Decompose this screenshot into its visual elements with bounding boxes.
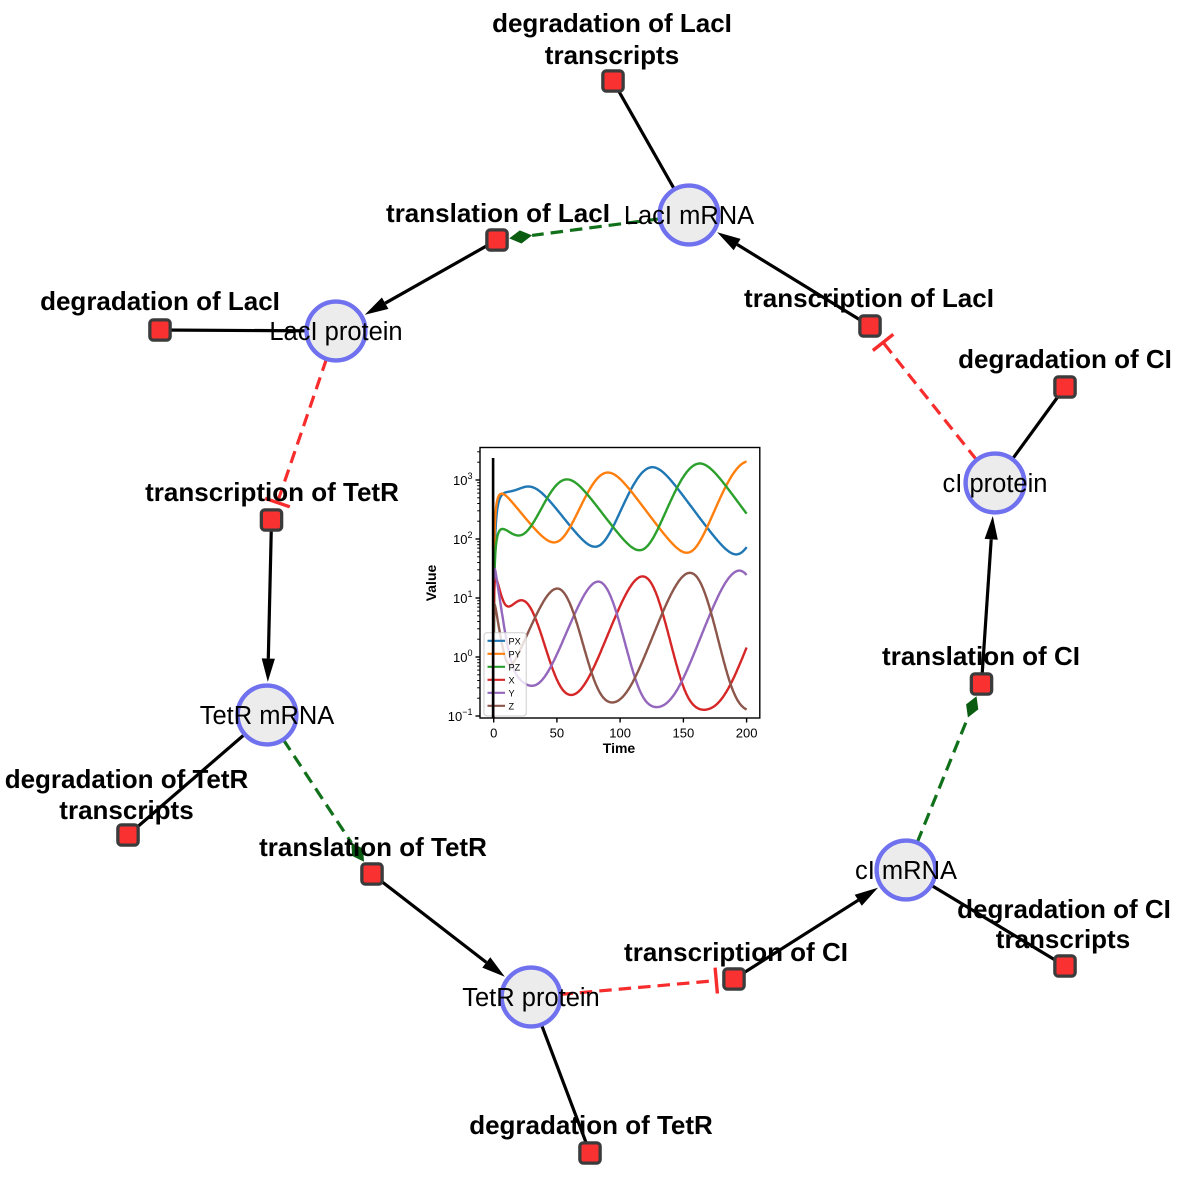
svg-text:TetR protein: TetR protein: [462, 984, 600, 1012]
svg-text:PY: PY: [509, 649, 521, 659]
svg-text:transcripts: transcripts: [996, 924, 1130, 954]
svg-text:PX: PX: [509, 636, 521, 646]
svg-text:cI mRNA: cI mRNA: [855, 857, 957, 885]
svg-text:50: 50: [550, 725, 564, 740]
svg-text:translation of TetR: translation of TetR: [259, 832, 487, 862]
svg-text:TetR mRNA: TetR mRNA: [200, 702, 335, 730]
svg-text:Z: Z: [509, 701, 515, 711]
svg-text:Time: Time: [603, 740, 636, 756]
svg-text:LacI mRNA: LacI mRNA: [624, 202, 754, 230]
svg-text:translation of CI: translation of CI: [882, 641, 1080, 671]
svg-text:100: 100: [609, 725, 631, 740]
svg-text:200: 200: [736, 725, 758, 740]
svg-text:Value: Value: [423, 565, 439, 602]
svg-text:transcripts: transcripts: [545, 40, 679, 70]
svg-text:degradation of LacI: degradation of LacI: [492, 8, 732, 38]
svg-text:transcripts: transcripts: [59, 795, 193, 825]
svg-text:LacI protein: LacI protein: [269, 318, 402, 346]
svg-text:degradation of LacI: degradation of LacI: [40, 286, 280, 316]
svg-text:translation of LacI: translation of LacI: [386, 198, 610, 228]
svg-text:transcription of CI: transcription of CI: [624, 937, 848, 967]
svg-text:cI protein: cI protein: [943, 470, 1048, 498]
svg-text:0: 0: [490, 725, 497, 740]
svg-text:PZ: PZ: [509, 662, 521, 672]
svg-text:degradation of CI: degradation of CI: [957, 894, 1171, 924]
svg-text:150: 150: [673, 725, 695, 740]
svg-text:X: X: [509, 675, 515, 685]
svg-text:degradation of TetR: degradation of TetR: [469, 1110, 713, 1140]
svg-text:degradation of CI: degradation of CI: [958, 344, 1172, 374]
svg-text:Y: Y: [509, 688, 515, 698]
svg-text:transcription of LacI: transcription of LacI: [744, 283, 994, 313]
svg-text:transcription of TetR: transcription of TetR: [145, 477, 399, 507]
svg-text:degradation of TetR: degradation of TetR: [5, 764, 249, 794]
